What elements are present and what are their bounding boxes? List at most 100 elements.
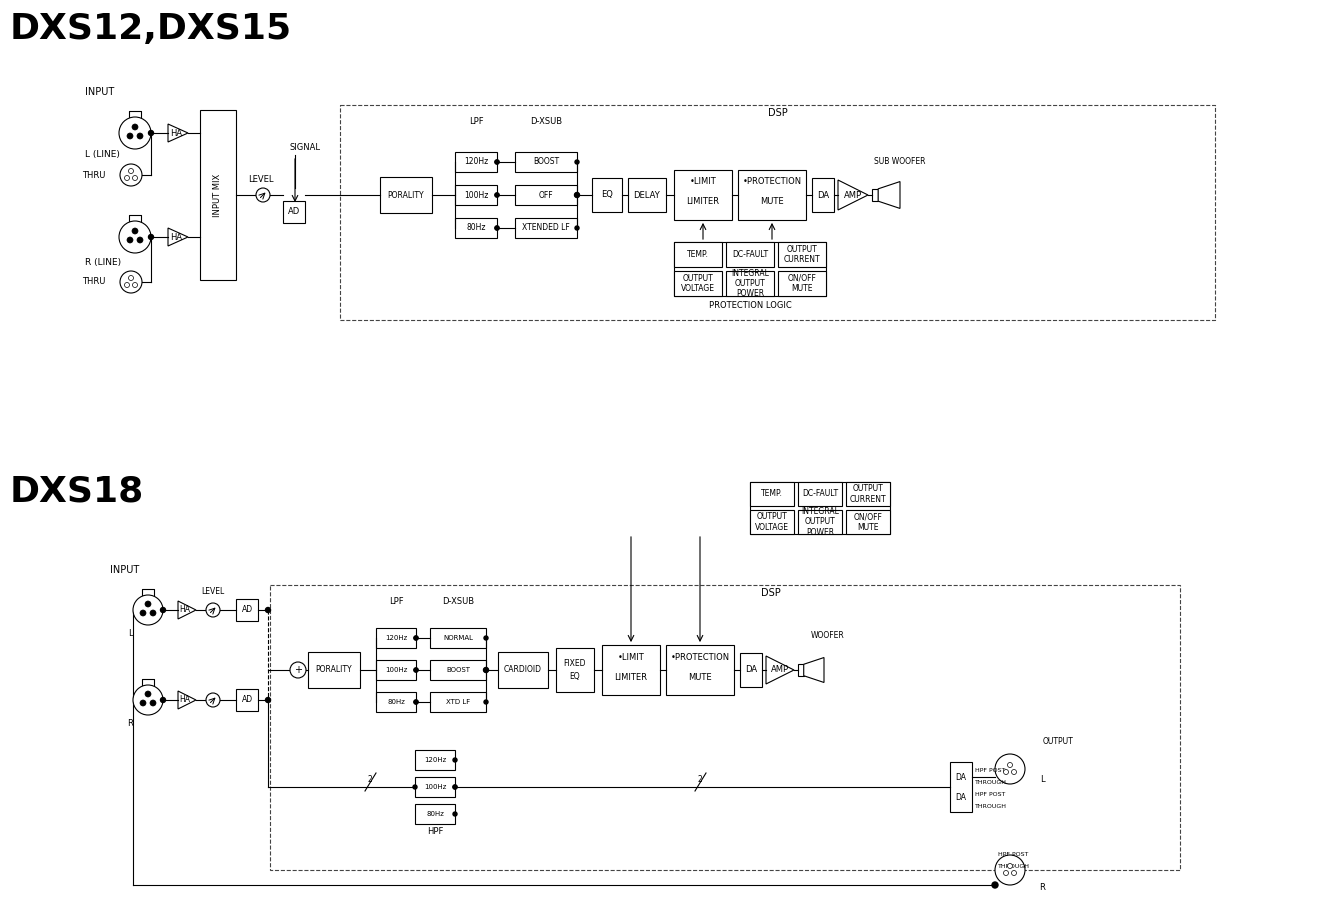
Bar: [740, 653, 763, 687]
Bar: [812, 178, 834, 212]
Circle shape: [495, 226, 499, 230]
Circle shape: [149, 234, 154, 240]
Bar: [455, 218, 496, 238]
Text: AD: AD: [241, 696, 253, 705]
Text: OUTPUT
CURRENT: OUTPUT CURRENT: [850, 484, 886, 504]
Circle shape: [484, 700, 488, 704]
Text: CARDIOID: CARDIOID: [504, 665, 542, 675]
Circle shape: [413, 636, 417, 640]
Text: L (LINE): L (LINE): [86, 151, 120, 160]
Bar: [628, 178, 666, 212]
Text: HA: HA: [170, 129, 182, 138]
Circle shape: [161, 698, 166, 702]
Text: LPF: LPF: [468, 118, 483, 127]
Circle shape: [413, 785, 417, 789]
Text: 120Hz: 120Hz: [424, 757, 446, 763]
Circle shape: [413, 636, 417, 640]
Circle shape: [136, 237, 143, 243]
Bar: [751, 482, 890, 534]
Circle shape: [120, 164, 142, 186]
Text: PORALITY: PORALITY: [316, 665, 352, 675]
Bar: [199, 110, 235, 280]
Text: SUB WOOFER: SUB WOOFER: [874, 156, 926, 165]
Circle shape: [484, 668, 488, 672]
Bar: [235, 689, 258, 711]
Circle shape: [483, 667, 488, 673]
Bar: [846, 482, 890, 506]
Text: •PROTECTION: •PROTECTION: [670, 652, 729, 662]
Bar: [666, 645, 735, 695]
Text: LPF: LPF: [388, 597, 403, 607]
Circle shape: [495, 226, 499, 230]
Circle shape: [127, 133, 132, 139]
Text: THRU: THRU: [82, 171, 106, 179]
Text: INPUT: INPUT: [86, 87, 114, 97]
Polygon shape: [878, 182, 900, 209]
Bar: [455, 185, 496, 205]
Text: •LIMIT: •LIMIT: [689, 177, 716, 187]
Text: R: R: [1040, 883, 1045, 892]
Bar: [376, 628, 416, 648]
Circle shape: [495, 193, 499, 197]
Bar: [429, 660, 486, 680]
Bar: [727, 271, 773, 296]
Circle shape: [413, 668, 417, 672]
Text: AD: AD: [241, 606, 253, 615]
Circle shape: [145, 691, 151, 697]
Text: WOOFER: WOOFER: [811, 631, 844, 641]
Bar: [415, 750, 455, 770]
Text: INTEGRAL
OUTPUT
POWER: INTEGRAL OUTPUT POWER: [731, 268, 769, 299]
Circle shape: [127, 237, 132, 243]
Text: AMP: AMP: [844, 190, 862, 199]
Circle shape: [150, 700, 157, 706]
Circle shape: [454, 812, 458, 816]
Text: •PROTECTION: •PROTECTION: [743, 177, 801, 187]
Text: INTEGRAL
OUTPUT
POWER: INTEGRAL OUTPUT POWER: [801, 507, 839, 537]
Text: AMP: AMP: [771, 665, 789, 675]
Circle shape: [256, 188, 270, 202]
Circle shape: [150, 610, 157, 616]
Circle shape: [995, 855, 1025, 885]
Bar: [727, 242, 773, 267]
Bar: [415, 804, 455, 824]
Circle shape: [132, 176, 138, 180]
Text: THRU: THRU: [82, 278, 106, 287]
Text: FIXED: FIXED: [563, 659, 586, 667]
Circle shape: [290, 662, 306, 678]
Bar: [380, 177, 432, 213]
Bar: [751, 482, 793, 506]
Circle shape: [413, 668, 417, 672]
Text: DC-FAULT: DC-FAULT: [801, 490, 838, 498]
Circle shape: [145, 601, 151, 607]
Text: BOOST: BOOST: [446, 667, 470, 673]
Text: HPF POST: HPF POST: [975, 792, 1005, 798]
Text: HA: HA: [170, 233, 182, 242]
Text: 80Hz: 80Hz: [425, 811, 444, 817]
Circle shape: [119, 117, 151, 149]
Bar: [950, 762, 971, 812]
Polygon shape: [838, 180, 868, 210]
Circle shape: [454, 758, 458, 762]
Bar: [376, 660, 416, 680]
Bar: [415, 777, 455, 797]
Bar: [739, 170, 805, 220]
Text: •LIMIT: •LIMIT: [618, 652, 645, 662]
Bar: [797, 664, 804, 675]
Circle shape: [206, 693, 219, 707]
Bar: [284, 201, 305, 223]
Text: 120Hz: 120Hz: [385, 635, 407, 641]
Bar: [777, 271, 826, 296]
Circle shape: [161, 607, 166, 612]
Text: SIGNAL: SIGNAL: [289, 143, 320, 153]
Bar: [498, 652, 549, 688]
Circle shape: [265, 698, 270, 702]
Circle shape: [136, 133, 143, 139]
Text: DSP: DSP: [760, 588, 780, 598]
Circle shape: [132, 685, 163, 715]
Bar: [455, 152, 496, 172]
Circle shape: [120, 271, 142, 293]
Bar: [797, 510, 842, 534]
Bar: [429, 628, 486, 648]
Circle shape: [413, 700, 417, 704]
Text: DA: DA: [955, 792, 966, 801]
